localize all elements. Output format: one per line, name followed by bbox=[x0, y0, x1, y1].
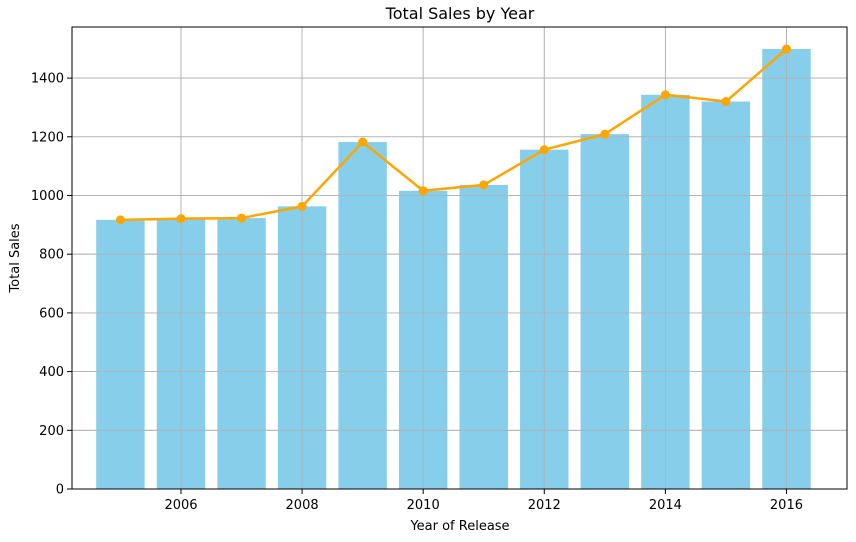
x-tick-label: 2014 bbox=[649, 498, 682, 513]
point-2010 bbox=[418, 186, 428, 196]
plot-frame bbox=[71, 26, 848, 490]
bar-2005 bbox=[96, 219, 145, 489]
x-tick-label: 2008 bbox=[286, 498, 319, 513]
x-axis-label: Year of Release bbox=[409, 519, 509, 534]
bar-2007 bbox=[217, 218, 266, 490]
x-axis: 2006 2008 2010 2012 2014 2016 bbox=[164, 489, 803, 513]
bars bbox=[96, 49, 811, 490]
axes-frame bbox=[71, 26, 848, 490]
y-tick-label: 0 bbox=[56, 483, 64, 498]
y-tick-label: 1200 bbox=[31, 130, 64, 145]
point-2006 bbox=[176, 214, 186, 224]
point-2014 bbox=[660, 90, 670, 100]
bar-2011 bbox=[459, 184, 508, 490]
point-2013 bbox=[600, 129, 610, 139]
point-2009 bbox=[358, 137, 368, 147]
bar-2015 bbox=[701, 101, 751, 489]
x-tick-label: 2012 bbox=[528, 498, 561, 513]
y-tick-label: 600 bbox=[39, 306, 64, 321]
point-2008 bbox=[297, 201, 307, 211]
point-2005 bbox=[115, 215, 125, 225]
y-tick-label: 400 bbox=[39, 365, 64, 380]
x-tick-label: 2010 bbox=[407, 498, 440, 513]
bar-2013 bbox=[580, 134, 630, 489]
point-2015 bbox=[721, 97, 731, 107]
sales-line bbox=[120, 48, 788, 222]
y-axis-label: Total Sales bbox=[8, 223, 23, 293]
point-2016 bbox=[781, 44, 791, 54]
point-2007 bbox=[237, 213, 247, 223]
bar-2009 bbox=[338, 142, 387, 489]
y-tick-label: 800 bbox=[39, 248, 64, 263]
point-2012 bbox=[539, 145, 549, 155]
line-series bbox=[115, 44, 791, 225]
x-tick-label: 2006 bbox=[164, 498, 197, 513]
y-axis: 0 200 400 600 800 1000 1200 1400 bbox=[31, 72, 72, 498]
y-tick-label: 200 bbox=[39, 424, 64, 439]
chart-title: Total Sales by Year bbox=[385, 4, 535, 23]
x-tick-label: 2016 bbox=[770, 498, 803, 513]
point-2011 bbox=[479, 180, 489, 190]
y-tick-label: 1000 bbox=[31, 189, 64, 204]
y-tick-label: 1400 bbox=[31, 72, 64, 87]
